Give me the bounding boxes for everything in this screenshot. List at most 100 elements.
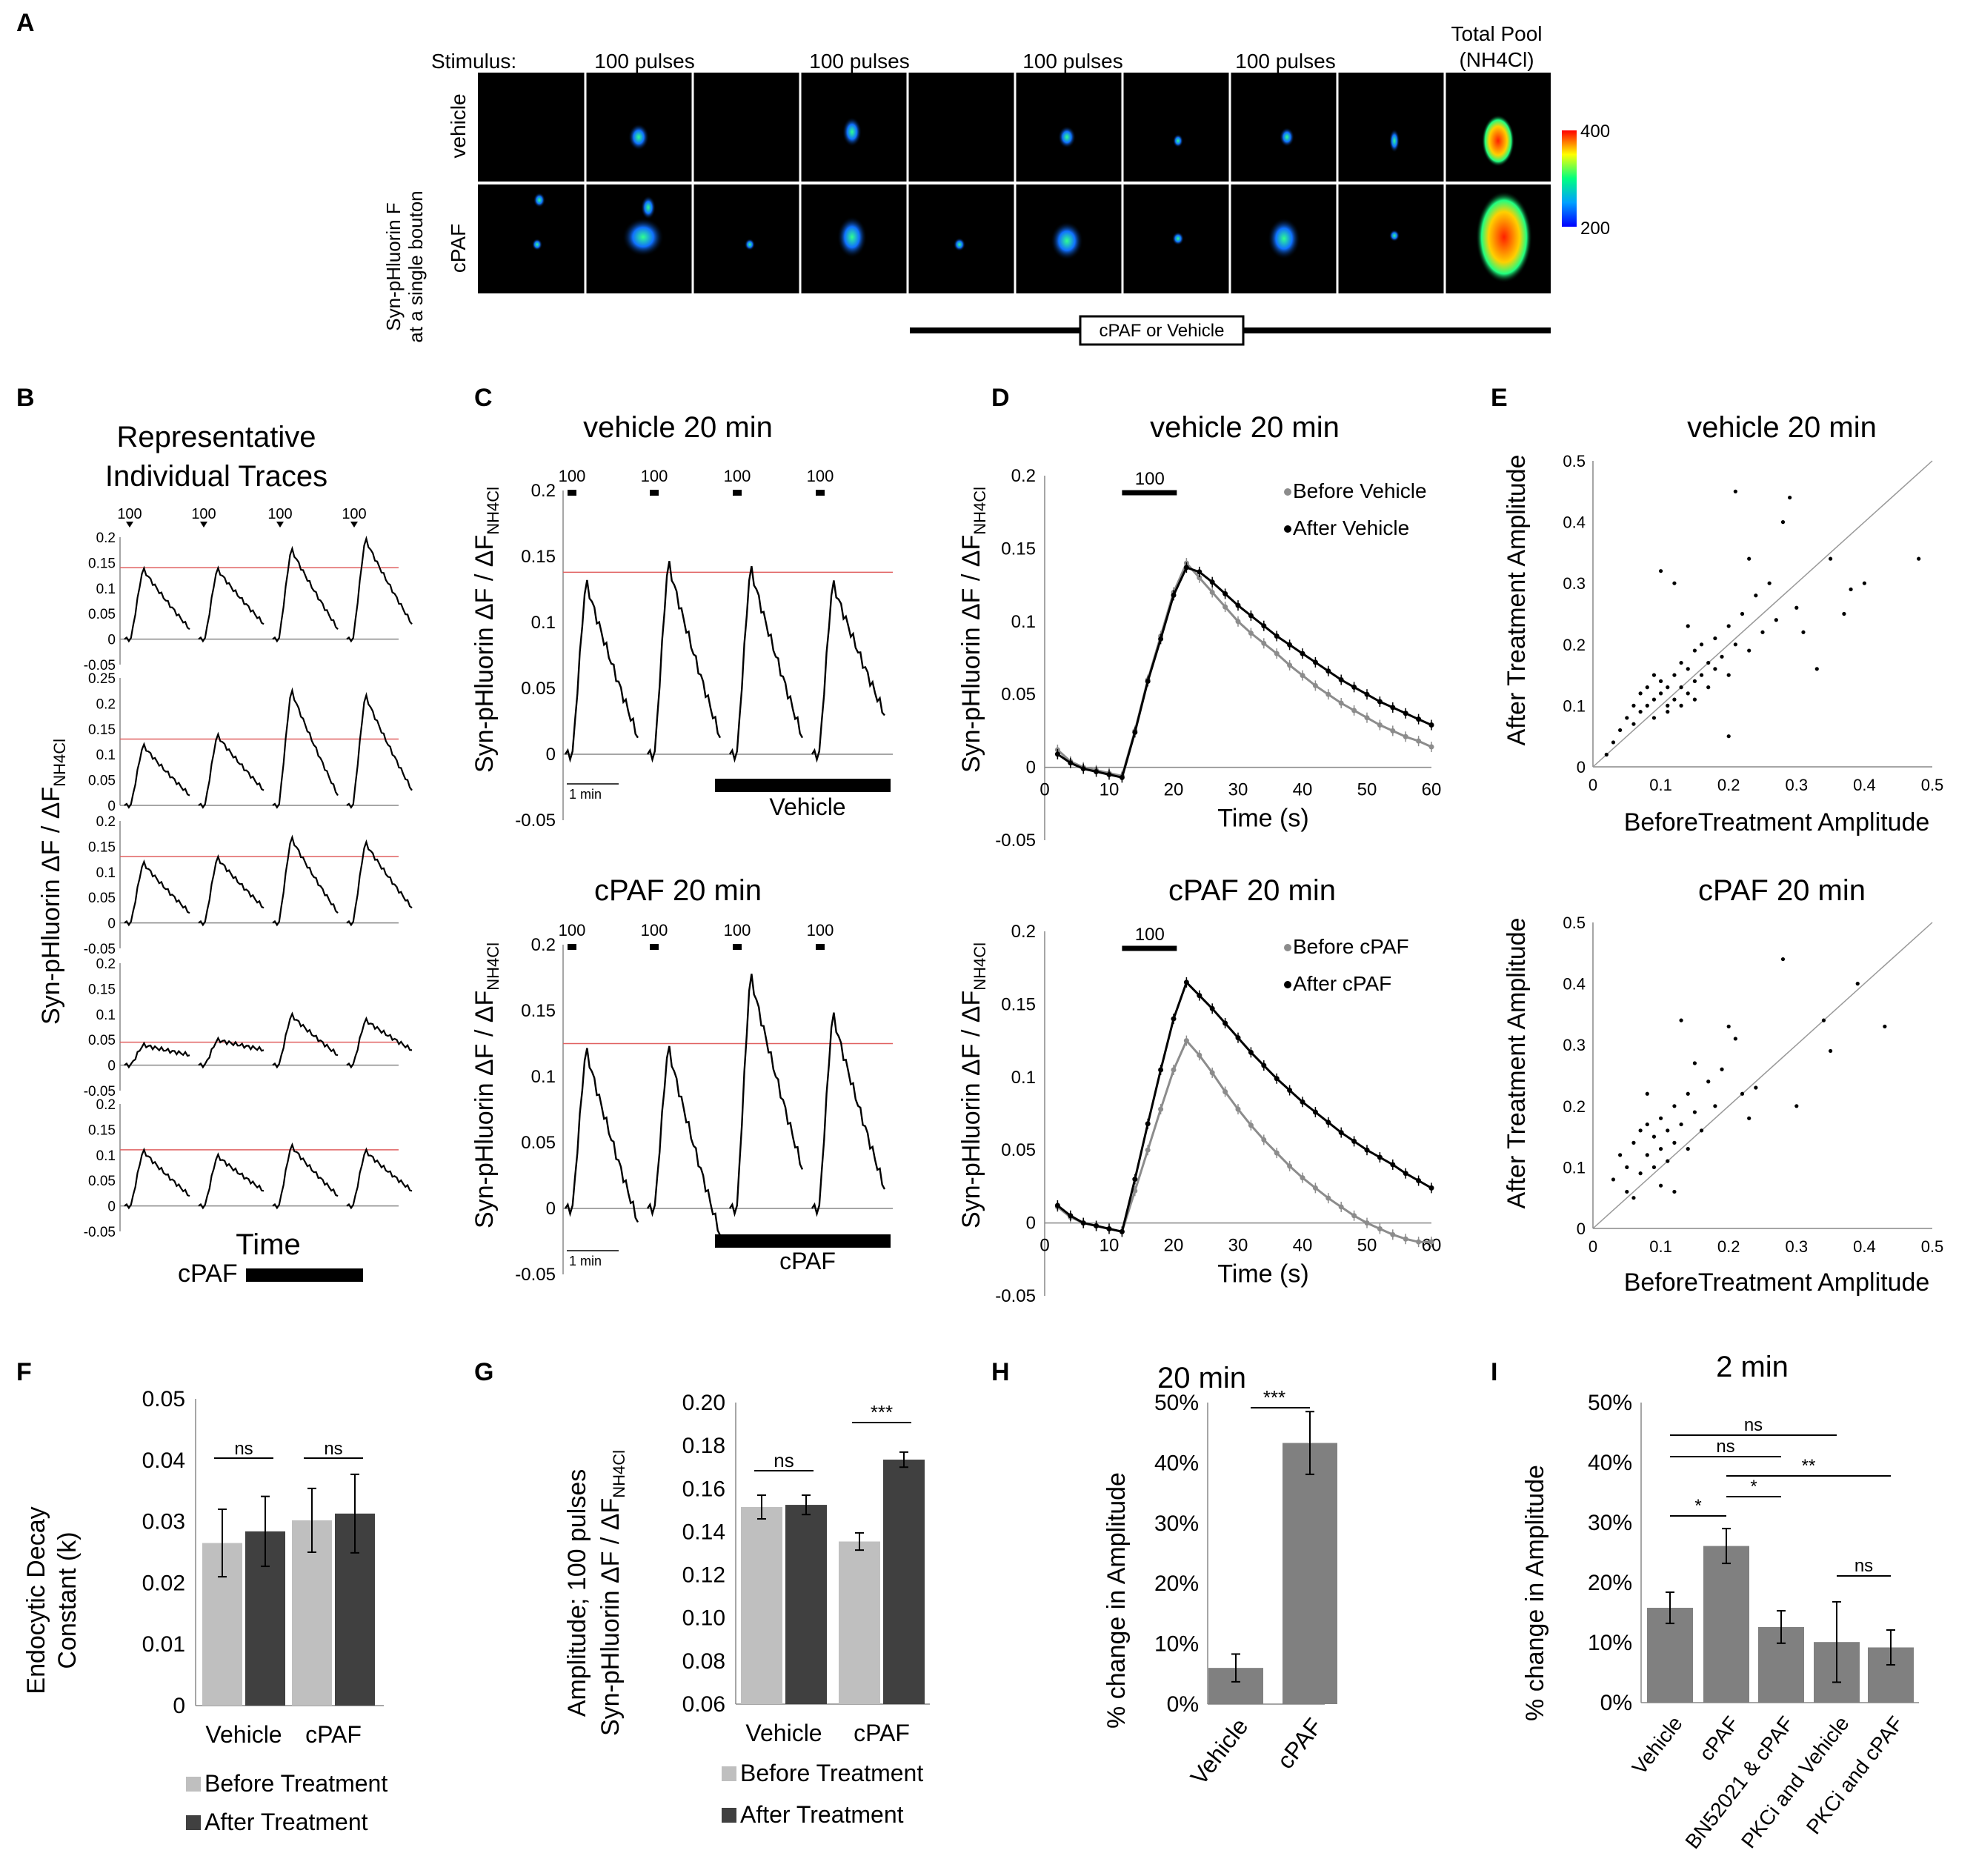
tick-label: 50% <box>1154 1391 1199 1415</box>
scatter-point <box>1747 648 1752 653</box>
tick-label: 0 <box>1039 1236 1049 1256</box>
legend-label: After cPAF <box>1293 972 1391 995</box>
scatter-point <box>1625 1165 1629 1169</box>
scatter-point <box>1713 636 1717 641</box>
legend-label-after: After Treatment <box>204 1809 368 1835</box>
scatter-point <box>1794 605 1799 610</box>
tick-label: 0 <box>1589 1237 1597 1256</box>
scatter-point <box>1829 556 1833 561</box>
panel-e-ylabel: After Treatment Amplitude <box>1503 917 1531 1208</box>
tick-label: 50% <box>1588 1391 1632 1415</box>
panel-label-e: E <box>1491 384 1508 412</box>
scatter-point <box>1821 1018 1826 1022</box>
scatter-point <box>1638 1128 1643 1133</box>
scatter-point <box>1686 1091 1690 1096</box>
legend-label-before: Before Treatment <box>204 1770 387 1797</box>
legend-label: After Vehicle <box>1293 516 1409 539</box>
tick-label: 0 <box>1577 758 1586 776</box>
legend-label-before: Before Treatment <box>740 1760 923 1786</box>
scatter-point <box>1672 1140 1677 1145</box>
sig-label: ns <box>1716 1437 1734 1457</box>
stim-label: 100 <box>641 467 668 485</box>
scatter-point <box>1611 1177 1616 1182</box>
stim-label: 100 <box>724 921 751 939</box>
scatter-point <box>1692 648 1697 653</box>
scatter-point <box>1780 957 1786 962</box>
legend-marker <box>1284 525 1291 533</box>
data-point <box>1145 678 1151 684</box>
panel-e: vehicle 20 min cPAF 20 min After Treatme… <box>1503 411 1943 1297</box>
panel-b-title: Individual Traces <box>105 460 327 493</box>
data-point <box>1080 1220 1086 1226</box>
data-point <box>1235 602 1241 608</box>
data-point <box>1364 1220 1370 1226</box>
sig-label: ** <box>1802 1456 1816 1476</box>
tick-label: 0.2 <box>96 696 116 712</box>
data-point <box>1403 1236 1408 1242</box>
panel-f-ylabel: Constant (k) <box>53 1531 81 1669</box>
tick-label: 0.2 <box>1011 922 1036 942</box>
data-point <box>1171 592 1177 598</box>
tick-label: 20% <box>1588 1571 1632 1595</box>
tick-label: 30% <box>1588 1511 1632 1535</box>
legend-label-after: After Treatment <box>740 1801 904 1828</box>
data-point <box>1222 1088 1228 1094</box>
data-point <box>1222 604 1228 610</box>
panel-e-ylabel: After Treatment Amplitude <box>1503 454 1531 745</box>
tick-label: 0.1 <box>96 1148 116 1164</box>
colorbar-min: 200 <box>1580 219 1610 239</box>
tick-label: 0.15 <box>88 722 116 738</box>
data-point <box>1274 1076 1280 1082</box>
scatter-point <box>1651 1165 1657 1169</box>
scatter-point <box>1849 587 1853 592</box>
data-point <box>1377 1225 1383 1231</box>
tick-label: 0.05 <box>1001 1140 1036 1160</box>
category-label: Vehicle <box>745 1720 822 1746</box>
tick-label: 20% <box>1154 1571 1199 1596</box>
scatter-point <box>1720 1067 1724 1071</box>
data-point <box>1377 1154 1383 1160</box>
tick-label: 0.2 <box>1011 466 1036 486</box>
data-point <box>1428 1185 1434 1191</box>
data-point <box>1054 1203 1060 1208</box>
tick-label: -0.05 <box>84 658 116 673</box>
legend-swatch-before <box>186 1777 201 1792</box>
panel-c-ylabel: Syn-pHluorin ΔF / ΔFNH4Cl <box>470 487 502 773</box>
sig-label: ns <box>234 1439 253 1459</box>
scatter-point <box>1631 722 1636 726</box>
data-point <box>1274 633 1280 639</box>
tick-label: 0.10 <box>682 1606 725 1631</box>
data-point <box>1287 662 1293 668</box>
scatter-point <box>1645 1153 1649 1157</box>
tick-label: 0.4 <box>1563 975 1586 994</box>
scatter-point <box>1659 679 1663 683</box>
legend-label: Before Vehicle <box>1293 479 1427 502</box>
panel-h: 20 min % change in Amplitude 50% 40% 30% 20… <box>1102 1362 1337 1790</box>
data-point <box>1274 651 1280 656</box>
scatter-point <box>1638 1171 1643 1176</box>
data-point <box>1094 1223 1100 1229</box>
data-point <box>1312 1109 1318 1115</box>
bar <box>1703 1546 1749 1703</box>
stimulus-label: Stimulus: <box>431 50 516 73</box>
tick-label: 0.20 <box>682 1391 725 1415</box>
panel-d-ylabel: Syn-pHluorin ΔF / ΔFNH4Cl <box>957 942 989 1228</box>
stim-label: 100 <box>559 467 586 485</box>
scatter-point <box>1686 624 1690 628</box>
tick-label: 0.18 <box>682 1434 725 1458</box>
data-point <box>1119 774 1125 780</box>
data-point <box>1300 1099 1305 1105</box>
tick-label: 0.1 <box>96 582 116 597</box>
scatter-point <box>1692 679 1697 683</box>
tick-label: 0.5 <box>1921 1237 1944 1256</box>
scatter-point <box>1666 710 1670 714</box>
data-point <box>1364 691 1370 697</box>
tick-label: 0 <box>107 1200 116 1215</box>
side-title: at a single bouton <box>405 190 427 342</box>
tick-label: 0.03 <box>142 1510 185 1534</box>
scatter-point <box>1659 569 1663 573</box>
stim-label: 100 <box>724 467 751 485</box>
trace-line <box>564 561 885 763</box>
data-point <box>1158 1067 1164 1073</box>
legend-swatch-after <box>722 1808 736 1823</box>
